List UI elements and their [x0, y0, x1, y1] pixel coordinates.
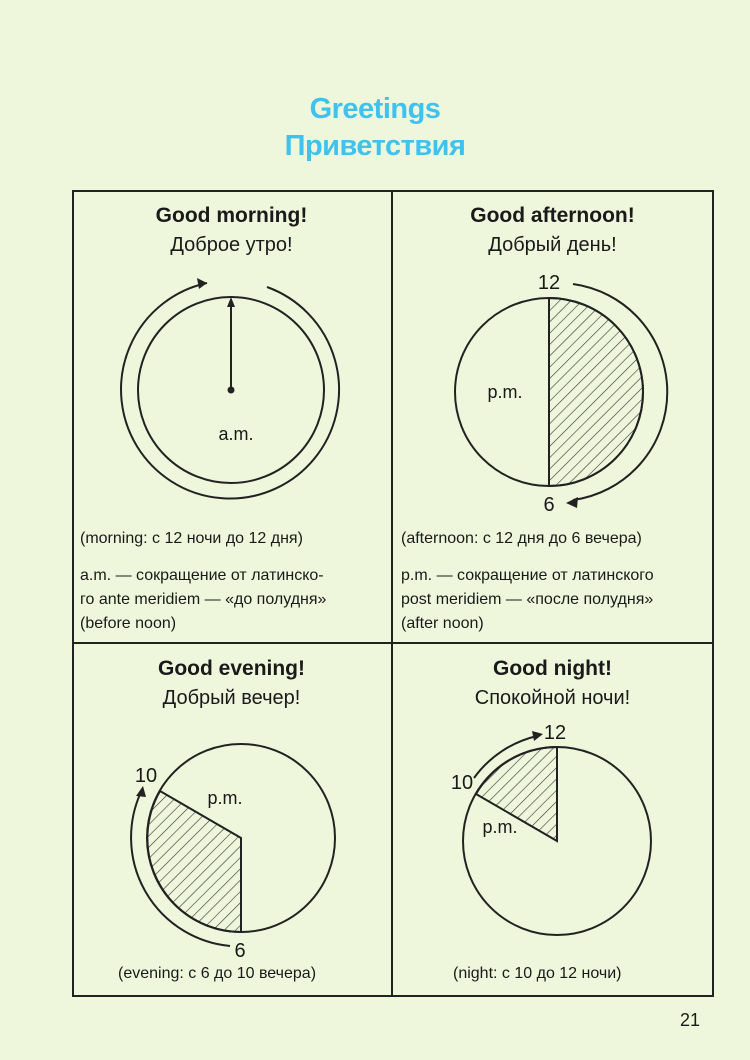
morning-greeting: Good morning! Доброе утро! — [72, 204, 391, 257]
morning-explanation-line-2: го ante meridiem — «до полудня» — [80, 591, 327, 608]
afternoon-greeting: Good afternoon! Добрый день! — [393, 204, 712, 257]
morning-clock-label: a.m. — [218, 424, 253, 444]
evening-end-hour: 10 — [135, 765, 157, 787]
afternoon-arrow-arc — [572, 283, 669, 501]
evening-start-hour: 6 — [234, 940, 245, 962]
evening-greeting: Good evening! Добрый вечер! — [72, 657, 391, 710]
morning-hand-tip — [227, 297, 235, 307]
morning-greeting-ru: Доброе утро! — [170, 234, 293, 256]
evening-time-note: (evening: с 6 до 10 вечера) — [118, 965, 317, 982]
evening-clock-label: p.m. — [207, 788, 242, 808]
afternoon-explanation-line-3: (after noon) — [401, 615, 484, 632]
morning-arrow-arc — [120, 282, 340, 500]
night-end-hour: 12 — [544, 722, 566, 744]
morning-explanation-line-3: (before noon) — [80, 615, 177, 632]
night-start-hour: 10 — [451, 772, 473, 794]
night-arrow-head — [532, 731, 543, 741]
afternoon-greeting-ru: Добрый день! — [488, 234, 617, 256]
evening-greeting-en: Good evening! — [158, 657, 305, 680]
evening-arrow-head — [136, 786, 146, 797]
night-greeting: Good night! Спокойной ночи! — [393, 657, 712, 710]
night-greeting-ru: Спокойной ночи! — [474, 687, 631, 709]
morning-explanation-line-1: a.m. — сокращение от латинско- — [80, 567, 324, 584]
afternoon-clock-label: p.m. — [487, 382, 522, 402]
page-title-ru: Приветствия — [284, 130, 466, 162]
greetings-grid — [72, 190, 714, 997]
afternoon-explanation-line-1: p.m. — сокращение от латинского — [401, 567, 654, 584]
morning-clock-center — [227, 386, 235, 394]
night-greeting-en: Good night! — [493, 657, 612, 680]
afternoon-end-hour: 6 — [543, 494, 554, 516]
page-number: 21 — [680, 1010, 701, 1030]
morning-greeting-en: Good morning! — [155, 204, 308, 227]
afternoon-explanation: p.m. — сокращение от латинского post mer… — [401, 564, 707, 636]
evening-arrow-arc — [130, 791, 231, 947]
night-time-note: (night: с 10 до 12 ночи) — [453, 965, 622, 982]
night-shaded-sector — [474, 745, 558, 843]
morning-arrow-head — [197, 278, 207, 289]
grid-divider-horizontal — [72, 642, 714, 644]
morning-time-note: (morning: с 12 ночи до 12 дня) — [80, 530, 303, 547]
evening-greeting-ru: Добрый вечер! — [162, 687, 301, 709]
afternoon-greeting-en: Good afternoon! — [470, 204, 635, 227]
morning-explanation: a.m. — сокращение от латинско- го ante m… — [80, 564, 386, 636]
page-title-en: Greetings — [309, 93, 441, 125]
afternoon-arrow-head — [566, 497, 578, 508]
night-clock-label: p.m. — [482, 817, 517, 837]
night-arrow-arc — [473, 735, 538, 779]
afternoon-shaded-sector — [548, 296, 644, 488]
afternoon-explanation-line-2: post meridiem — «после полудня» — [401, 591, 654, 608]
afternoon-time-note: (afternoon: с 12 дня до 6 вечера) — [401, 530, 642, 547]
evening-shaded-sector — [146, 789, 242, 934]
afternoon-start-hour: 12 — [538, 272, 560, 294]
grid-divider-vertical — [391, 190, 393, 997]
